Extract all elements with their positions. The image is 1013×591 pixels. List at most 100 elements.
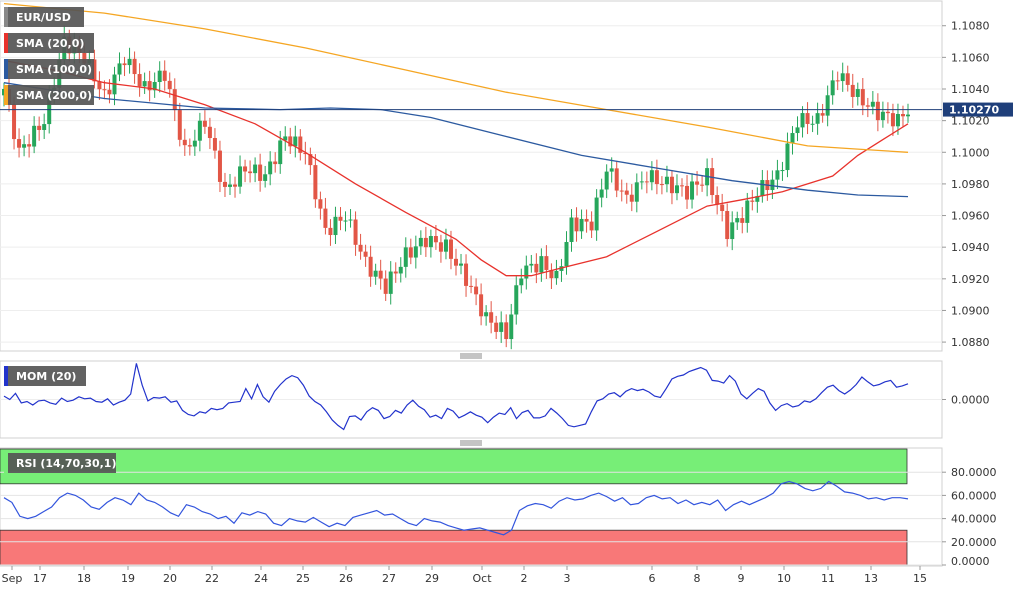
candle — [303, 141, 308, 165]
candle — [378, 259, 383, 290]
rsi-oversold-zone — [0, 529, 908, 566]
candle — [589, 211, 594, 238]
candle — [780, 161, 785, 181]
candle — [599, 178, 604, 208]
legend-entry[interactable]: MOM (20) — [4, 366, 86, 386]
pane-resize-handle-1[interactable] — [460, 353, 482, 359]
date-tick-label: Oct — [472, 572, 492, 585]
candle — [263, 165, 268, 188]
date-tick-label: 3 — [564, 572, 571, 585]
momentum-panel[interactable]: 0.0000 MOM (20) — [0, 360, 990, 439]
price-panel[interactable]: 1.1080 1.1060 1.1040 1.1020 1.1000 1.0980 1.09… — [0, 0, 1013, 352]
legend-entry[interactable]: RSI (14,70,30,1) — [4, 453, 116, 473]
legend-label: RSI (14,70,30,1) — [16, 457, 116, 470]
candle — [393, 262, 398, 283]
candle — [202, 110, 207, 134]
candle — [624, 182, 629, 204]
candle — [368, 245, 373, 287]
candle — [885, 102, 890, 124]
candle — [619, 179, 624, 202]
candle — [740, 207, 745, 234]
candle — [855, 82, 860, 106]
legend-color-swatch — [4, 33, 8, 53]
candle — [614, 161, 619, 198]
legend-entry[interactable]: SMA (200,0) — [4, 85, 94, 105]
candle — [22, 135, 27, 157]
candle — [584, 209, 589, 233]
price-tick-label: 1.0960 — [951, 210, 990, 223]
price-tick-label: 1.1060 — [951, 51, 990, 64]
candle — [469, 275, 474, 294]
candle — [147, 70, 152, 102]
candle — [102, 80, 107, 100]
legend-entry[interactable]: SMA (100,0) — [4, 59, 94, 79]
legend-label: EUR/USD — [16, 11, 71, 24]
candle — [238, 155, 243, 194]
candle — [383, 270, 388, 301]
rsi-tick-label: 0.0000 — [951, 555, 990, 568]
candle — [338, 207, 343, 231]
rsi-grid — [0, 471, 942, 566]
candle — [644, 171, 649, 194]
price-tick-label: 1.1020 — [951, 115, 990, 128]
date-tick-label: 26 — [339, 572, 353, 585]
candle — [634, 173, 639, 213]
candle — [579, 209, 584, 239]
candle — [248, 160, 253, 183]
legend-entry[interactable]: EUR/USD — [4, 7, 84, 27]
candle — [137, 63, 142, 97]
rsi-panel[interactable]: 80.0000 60.0000 40.0000 20.0000 0.0000 RSI (… — [0, 447, 997, 568]
candle — [142, 72, 147, 94]
candle — [539, 248, 544, 282]
candle — [654, 159, 659, 195]
candle — [228, 173, 232, 196]
candle — [217, 140, 222, 193]
rsi-tick-label: 40.0000 — [951, 513, 997, 526]
candle — [32, 116, 37, 154]
candle — [197, 112, 202, 152]
rsi-tick-label: 20.0000 — [951, 536, 997, 549]
legend-label: SMA (20,0) — [16, 37, 84, 50]
candle — [403, 237, 408, 278]
pane-resize-handle-2[interactable] — [460, 440, 482, 446]
candle — [659, 176, 664, 195]
legend-color-swatch — [4, 59, 8, 79]
candle — [428, 229, 433, 258]
legend-box — [4, 366, 86, 386]
candle — [720, 193, 725, 222]
legend-entry[interactable]: SMA (20,0) — [4, 33, 94, 53]
date-tick-label: 29 — [425, 572, 439, 585]
candle — [519, 268, 524, 294]
candle — [594, 189, 599, 241]
candle — [795, 116, 800, 142]
candle — [438, 234, 443, 263]
candle — [725, 203, 730, 247]
candle — [474, 278, 479, 306]
date-tick-label: 9 — [738, 572, 745, 585]
price-panel-frame — [0, 0, 943, 352]
candle — [499, 311, 504, 343]
candle — [554, 259, 559, 285]
rsi-legend: RSI (14,70,30,1) — [4, 453, 116, 473]
legend-box — [4, 85, 94, 105]
candle — [268, 151, 273, 186]
candle — [288, 127, 293, 154]
legend-color-swatch — [4, 453, 8, 473]
candle — [845, 65, 850, 92]
candle — [222, 172, 227, 198]
candle — [132, 51, 137, 84]
candle — [127, 47, 132, 74]
price-candles — [2, 25, 910, 350]
rsi-tick-label: 80.0000 — [951, 466, 997, 479]
candle — [825, 85, 830, 127]
candle — [42, 113, 47, 139]
candle — [494, 315, 499, 340]
candle — [629, 184, 634, 212]
momentum-line — [3, 363, 909, 431]
candle — [564, 231, 569, 275]
candle — [790, 126, 795, 155]
candle — [187, 138, 192, 156]
candle — [212, 128, 217, 159]
candle — [157, 61, 162, 93]
candle — [840, 62, 845, 92]
